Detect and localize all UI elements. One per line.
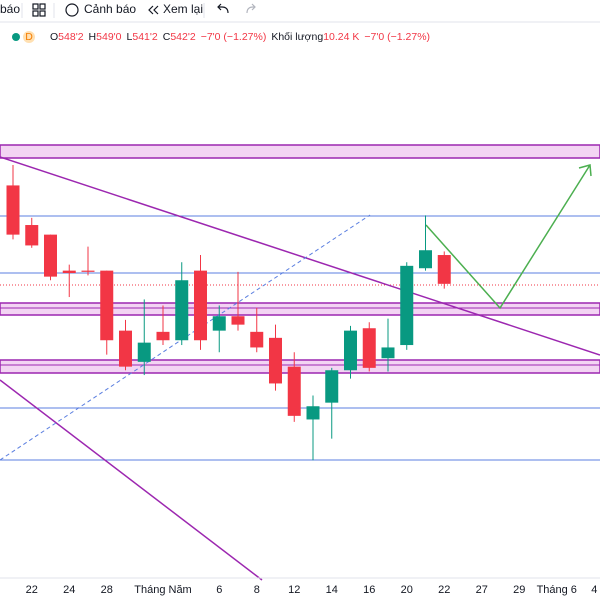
- legend-value: −7'0 (−1.27%): [201, 31, 267, 43]
- layout-icon[interactable]: [32, 3, 46, 17]
- legend-value: 549'0: [96, 31, 122, 43]
- legend-value: −7'0 (−1.27%): [364, 31, 430, 43]
- alert-icon[interactable]: [65, 3, 79, 17]
- trend-line: [0, 214, 371, 461]
- x-tick-label: 4: [591, 584, 597, 596]
- candle-body: [6, 185, 20, 235]
- candle-body: [325, 370, 339, 403]
- x-tick-label: 27: [476, 584, 488, 596]
- candle-body: [287, 366, 301, 416]
- ohlc-line: O548'2 H549'0 L541'2 C542'2 −7'0 (−1.27%) Khố…: [50, 31, 430, 43]
- legend: D O548'2 H549'0 L541'2 C542'2 −7'0 (−1.27%) K…: [12, 31, 430, 43]
- legend-value: 542'2: [170, 31, 196, 43]
- candle-body: [250, 331, 264, 348]
- candle-body: [100, 270, 114, 341]
- candle-body: [212, 316, 226, 331]
- toolbar: báo Cảnh báo Xem lại: [0, 2, 256, 18]
- candle-body: [25, 225, 39, 246]
- replay-icon[interactable]: [148, 5, 159, 15]
- candle-body: [156, 331, 170, 341]
- x-tick-label: 12: [288, 584, 300, 596]
- undo-icon[interactable]: [217, 3, 229, 14]
- x-tick-label: 24: [63, 584, 75, 596]
- candle-body: [437, 255, 451, 284]
- candle-body: [400, 265, 414, 346]
- x-tick-label: 22: [438, 584, 450, 596]
- x-tick-label: 29: [513, 584, 525, 596]
- x-tick-label: Tháng Năm: [134, 584, 191, 596]
- status-dot: [12, 33, 20, 41]
- candle-body: [419, 250, 432, 269]
- x-tick-label: 22: [26, 584, 38, 596]
- legend-key: O: [50, 31, 58, 43]
- interval: D: [25, 31, 33, 43]
- legend-key: Khối lượng: [271, 31, 323, 43]
- toolbar-item[interactable]: Cảnh báo: [84, 2, 136, 16]
- candle-body: [81, 270, 95, 272]
- legend-value: 548'2: [58, 31, 84, 43]
- candle-body: [137, 342, 151, 362]
- candle-body: [231, 316, 245, 325]
- legend-key: H: [89, 31, 97, 43]
- toolbar-item[interactable]: báo: [0, 2, 20, 16]
- candle-body: [362, 328, 376, 368]
- x-tick-label: 20: [401, 584, 413, 596]
- interval-badge: [23, 31, 35, 43]
- x-tick-label: Tháng 6: [537, 584, 577, 596]
- candle-body: [62, 270, 76, 274]
- candle-body: [194, 270, 207, 341]
- trend-line: [0, 379, 263, 581]
- x-tick-label: 14: [326, 584, 338, 596]
- candles: [6, 165, 451, 461]
- candle-body: [381, 347, 395, 359]
- candle-body: [344, 330, 357, 371]
- candle-body: [306, 406, 320, 420]
- redo-icon[interactable]: [246, 3, 256, 14]
- zone: [0, 144, 600, 159]
- x-tick-label: 6: [216, 584, 222, 596]
- x-tick-label: 16: [363, 584, 375, 596]
- legend-key: L: [127, 31, 133, 43]
- toolbar-item[interactable]: Xem lại: [163, 2, 203, 16]
- x-tick-label: 28: [101, 584, 113, 596]
- trend-line: [0, 156, 600, 356]
- candle-body: [269, 337, 282, 384]
- x-tick-label: 8: [254, 584, 260, 596]
- legend-value: 541'2: [132, 31, 158, 43]
- legend-value: 10.24 K: [323, 31, 359, 43]
- zone: [0, 302, 600, 316]
- candle-body: [119, 330, 132, 367]
- candle-body: [44, 234, 57, 277]
- candle-body: [175, 280, 189, 341]
- legend-key: C: [163, 31, 171, 43]
- drawings: [0, 144, 600, 581]
- projection-arrow: [425, 164, 592, 310]
